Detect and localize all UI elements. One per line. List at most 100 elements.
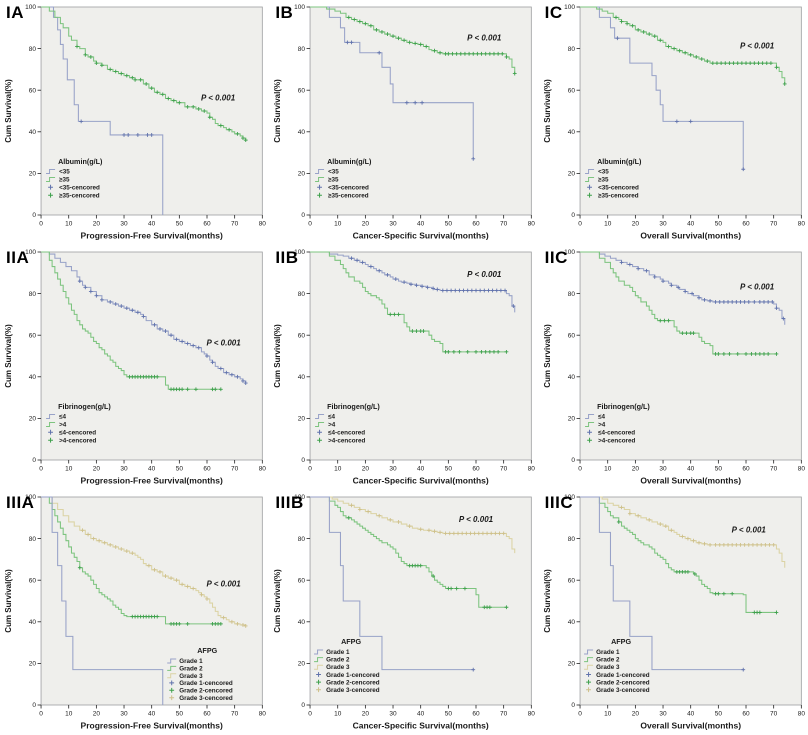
legend-step-symbol [315, 414, 325, 419]
svg-text:Grade 2-cencored: Grade 2-cencored [179, 688, 233, 695]
legend-step-symbol [584, 177, 594, 182]
svg-text:0: 0 [39, 711, 43, 718]
x-axis: 0 10 20 30 40 50 60 70 80 [309, 215, 536, 227]
km-panel-IA: IA 0 20 40 60 80 100 0 10 20 30 40 50 60 70 80 Cum Surv… [0, 0, 269, 245]
legend-step-symbol [315, 177, 325, 182]
svg-text:20: 20 [631, 711, 639, 718]
legend-plus-symbol [585, 687, 591, 693]
svg-text:60: 60 [298, 87, 306, 94]
svg-text:<35: <35 [598, 169, 609, 176]
svg-text:0: 0 [571, 212, 575, 219]
panel-label: IB [275, 3, 294, 22]
svg-text:40: 40 [148, 221, 156, 228]
legend-step-symbol [46, 169, 56, 174]
svg-text:40: 40 [148, 466, 156, 473]
svg-text:30: 30 [659, 466, 667, 473]
legend-title: Fibrinogen(g/L) [327, 402, 380, 411]
svg-text:0: 0 [32, 212, 36, 219]
p-value-label: P < 0.001 [740, 282, 775, 291]
panel-label: IC [544, 3, 563, 22]
svg-text:10: 10 [334, 221, 342, 228]
svg-text:40: 40 [148, 711, 156, 718]
svg-text:60: 60 [298, 332, 306, 339]
svg-text:50: 50 [714, 221, 722, 228]
y-axis-title: Cum Survival(%) [4, 79, 13, 143]
svg-text:≤4: ≤4 [59, 414, 66, 421]
legend-plus-symbol [586, 184, 592, 190]
legend-plus-symbol [169, 687, 175, 693]
svg-text:10: 10 [604, 221, 612, 228]
svg-text:20: 20 [93, 466, 101, 473]
svg-text:100: 100 [295, 494, 306, 501]
svg-text:100: 100 [564, 4, 575, 11]
y-axis: 0 20 40 60 80 100 [295, 494, 311, 709]
svg-text:100: 100 [25, 4, 36, 11]
legend-step-symbol [314, 664, 324, 670]
svg-text:30: 30 [120, 711, 128, 718]
svg-text:40: 40 [29, 374, 37, 381]
legend-step-symbol [167, 665, 177, 671]
svg-text:40: 40 [687, 466, 695, 473]
svg-text:20: 20 [567, 171, 575, 178]
svg-text:Grade 1-cencored: Grade 1-cencored [326, 672, 380, 679]
censor-marks [619, 505, 776, 547]
censor-marks [616, 520, 778, 615]
legend-step-symbol [584, 414, 594, 419]
legend-step-symbol [583, 657, 593, 663]
panel-label: IIIC [544, 493, 574, 512]
legend-step-symbol [583, 664, 593, 670]
x-axis: 0 10 20 30 40 50 60 70 80 [309, 460, 536, 472]
svg-text:60: 60 [567, 87, 575, 94]
x-axis-title: Overall Survival(months) [640, 476, 741, 486]
svg-text:Grade 2: Grade 2 [179, 665, 203, 672]
censor-marks [349, 256, 516, 308]
svg-text:30: 30 [390, 466, 398, 473]
svg-text:80: 80 [298, 291, 306, 298]
svg-text:70: 70 [231, 221, 239, 228]
y-axis: 0 20 40 60 80 100 [295, 4, 311, 219]
x-axis-title: Progression-Free Survival(months) [81, 721, 223, 731]
svg-text:<35-cencored: <35-cencored [59, 185, 100, 192]
x-axis: 0 10 20 30 40 50 60 70 80 [39, 460, 266, 472]
svg-text:10: 10 [334, 711, 342, 718]
censor-marks [613, 15, 787, 86]
svg-text:60: 60 [742, 466, 750, 473]
svg-text:30: 30 [120, 221, 128, 228]
svg-text:0: 0 [309, 466, 313, 473]
svg-text:20: 20 [93, 711, 101, 718]
series-Grade 2 [41, 496, 221, 625]
svg-text:>4: >4 [59, 422, 67, 429]
panel-label: IIIA [6, 493, 35, 512]
svg-text:50: 50 [445, 466, 453, 473]
svg-text:30: 30 [659, 221, 667, 228]
svg-text:20: 20 [362, 221, 370, 228]
p-value-label: P < 0.001 [468, 33, 503, 42]
svg-text:70: 70 [231, 711, 239, 718]
series->4 [41, 251, 221, 390]
svg-text:Grade 1: Grade 1 [326, 649, 350, 656]
svg-text:Grade 1-cencored: Grade 1-cencored [179, 680, 233, 687]
svg-text:40: 40 [687, 711, 695, 718]
series-<35 [579, 6, 744, 170]
svg-text:50: 50 [714, 466, 722, 473]
svg-text:50: 50 [176, 221, 184, 228]
svg-text:80: 80 [797, 221, 805, 228]
svg-text:80: 80 [797, 466, 805, 473]
censor-marks [77, 279, 248, 385]
y-axis: 0 20 40 60 80 100 [25, 249, 42, 464]
legend-step-symbol [46, 177, 56, 182]
svg-text:≥35: ≥35 [328, 177, 339, 184]
legend: Fibrinogen(g/L) ≤4>4≤4-cencored>4-cencore… [315, 402, 381, 444]
censor-marks [619, 260, 785, 321]
p-value-label: P < 0.001 [201, 94, 236, 103]
svg-text:60: 60 [298, 577, 306, 584]
legend-plus-symbol [586, 437, 592, 443]
legend: Albumin(g/L) <35≥35<35-cencored≥35-cencor… [584, 157, 642, 199]
svg-text:Grade 3: Grade 3 [596, 664, 620, 671]
km-chart-IA: 0 20 40 60 80 100 0 10 20 30 40 50 60 70 80 Cum Surviva… [4, 4, 266, 240]
svg-text:20: 20 [362, 466, 370, 473]
svg-text:50: 50 [445, 221, 453, 228]
y-axis: 0 20 40 60 80 100 [295, 249, 311, 464]
